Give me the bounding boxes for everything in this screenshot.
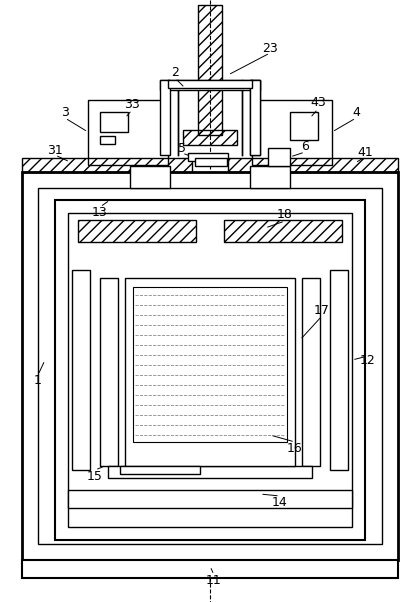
Text: 3: 3 xyxy=(61,105,69,119)
Text: 43: 43 xyxy=(310,96,326,110)
Text: 17: 17 xyxy=(314,303,330,317)
Bar xyxy=(100,278,118,466)
Bar xyxy=(130,166,170,188)
Bar xyxy=(168,80,252,88)
Bar xyxy=(100,112,128,132)
Text: 6: 6 xyxy=(301,140,309,154)
Bar xyxy=(55,200,365,540)
Bar xyxy=(38,188,382,544)
Text: 15: 15 xyxy=(87,470,103,482)
Bar xyxy=(160,80,260,90)
Bar xyxy=(22,172,398,560)
Text: 5: 5 xyxy=(178,141,186,155)
Bar xyxy=(108,466,312,478)
Bar xyxy=(120,466,200,474)
Bar xyxy=(188,153,228,161)
Bar xyxy=(224,220,342,242)
Text: 18: 18 xyxy=(277,208,293,222)
Bar xyxy=(160,80,170,155)
Bar xyxy=(183,130,237,145)
Bar xyxy=(78,220,196,242)
Text: 31: 31 xyxy=(47,143,63,157)
Bar xyxy=(250,80,260,155)
Text: 41: 41 xyxy=(357,146,373,158)
Bar xyxy=(330,270,348,470)
Bar xyxy=(198,5,222,135)
Text: 14: 14 xyxy=(272,495,288,509)
Bar xyxy=(22,158,192,172)
Bar xyxy=(228,158,398,172)
Bar xyxy=(195,158,227,166)
Text: 1: 1 xyxy=(34,373,42,386)
Bar xyxy=(133,287,287,442)
Bar xyxy=(68,490,352,508)
Text: 11: 11 xyxy=(206,574,222,586)
Text: 4: 4 xyxy=(352,105,360,119)
Text: 13: 13 xyxy=(92,205,108,219)
Bar xyxy=(290,112,318,140)
Text: 2: 2 xyxy=(171,66,179,78)
Bar xyxy=(68,213,352,527)
Text: 16: 16 xyxy=(287,441,303,455)
Text: 23: 23 xyxy=(262,42,278,55)
Bar xyxy=(100,136,115,144)
Bar xyxy=(22,560,398,578)
Bar xyxy=(268,148,290,166)
Bar xyxy=(88,100,168,165)
Bar xyxy=(302,278,320,466)
Bar xyxy=(125,278,295,466)
Bar xyxy=(250,166,290,188)
Bar xyxy=(250,80,260,155)
Text: 33: 33 xyxy=(124,98,140,111)
Text: 12: 12 xyxy=(360,353,376,367)
Bar xyxy=(252,100,332,165)
Bar xyxy=(72,270,90,470)
